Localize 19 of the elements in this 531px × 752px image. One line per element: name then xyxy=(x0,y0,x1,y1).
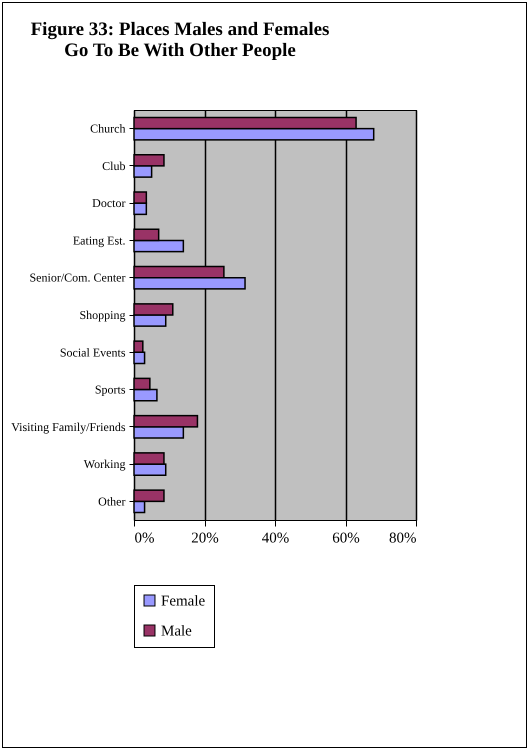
x-tick-label: 0% xyxy=(134,530,154,546)
y-tick-label: Sports xyxy=(94,382,126,397)
y-tick-label: Other xyxy=(98,494,126,508)
legend-label: Male xyxy=(161,624,192,640)
x-tick-label: 80% xyxy=(389,530,416,546)
y-tick-label: Working xyxy=(84,457,126,472)
y-tick-label: Senior/Com. Center xyxy=(30,270,126,285)
y-tick-label: Visiting Family/Friends xyxy=(11,420,126,434)
y-tick-label: Club xyxy=(102,158,126,173)
x-tick-label: 20% xyxy=(191,530,219,546)
y-tick-label: Social Events xyxy=(60,345,126,360)
y-tick-label: Church xyxy=(90,122,126,136)
y-tick-label: Eating Est. xyxy=(72,233,126,248)
chart-title: Figure 33: Places Males and Females Go To Be With Other People xyxy=(30,19,330,61)
y-tick-label: Doctor xyxy=(92,196,126,210)
x-tick-label: 60% xyxy=(332,530,360,546)
x-tick-label: 40% xyxy=(262,530,290,546)
y-tick-label: Shopping xyxy=(79,308,126,322)
legend-label: Female xyxy=(161,594,206,610)
